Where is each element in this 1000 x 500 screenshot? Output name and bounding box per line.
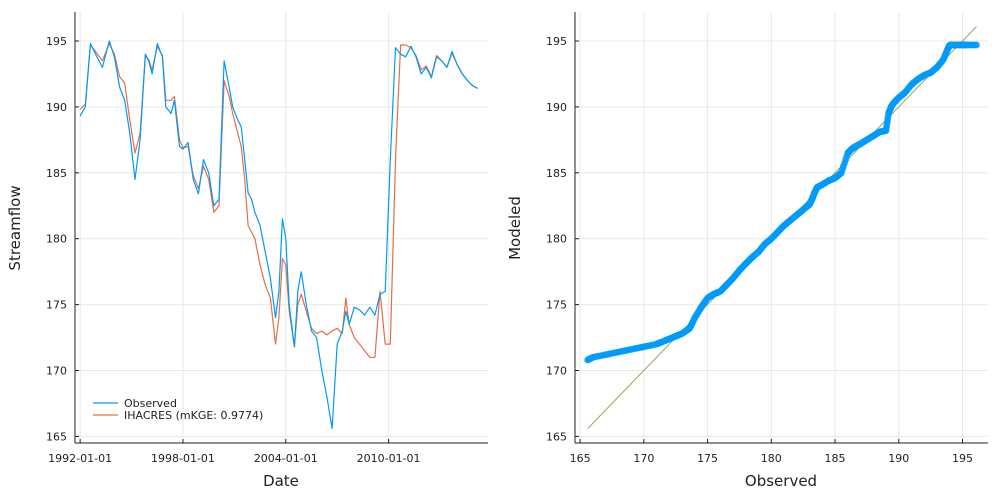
- scatter-x-tick-label: 170: [633, 452, 654, 465]
- scatter-grid: [575, 12, 988, 443]
- timeseries-y-tick-label: 185: [46, 167, 67, 180]
- timeseries-x-tick-label: 1992-01-01: [48, 452, 112, 465]
- scatter-x-tick-label: 190: [888, 452, 909, 465]
- observed-line: [79, 40, 478, 430]
- scatter-panel: 165 170 175 180 185 190 195 165 170 175 180 185 190…: [506, 12, 988, 490]
- scatter-y-tick-label: 175: [546, 299, 567, 312]
- timeseries-y-tick-label: 180: [46, 233, 67, 246]
- timeseries-y-tick-label: 170: [46, 365, 67, 378]
- timeseries-x-label: Date: [263, 472, 299, 490]
- timeseries-y-label: Streamflow: [6, 185, 24, 270]
- timeseries-y-tick-label: 165: [46, 430, 67, 443]
- timeseries-x-tick-label: 2004-01-01: [254, 452, 318, 465]
- legend: Observed IHACRES (mKGE: 0.9774): [93, 397, 263, 422]
- timeseries-lines: [79, 40, 478, 430]
- scatter-y-tick-label: 185: [546, 167, 567, 180]
- timeseries-x-tick-label: 1998-01-01: [151, 452, 215, 465]
- scatter-y-tick-label: 170: [546, 365, 567, 378]
- timeseries-y-ticks: 165 170 175 180 185 190 195: [46, 35, 79, 443]
- timeseries-y-tick-label: 195: [46, 35, 67, 48]
- scatter-x-tick-label: 185: [825, 452, 846, 465]
- timeseries-y-tick-label: 190: [46, 101, 67, 114]
- timeseries-x-ticks: 1992-01-01 1998-01-01 2004-01-01 2010-01-01: [48, 439, 421, 465]
- scatter-y-tick-label: 195: [546, 35, 567, 48]
- scatter-y-tick-label: 190: [546, 101, 567, 114]
- modeled-line: [79, 42, 478, 358]
- timeseries-panel: 1992-01-01 1998-01-01 2004-01-01 2010-01-01…: [6, 12, 488, 490]
- scatter-x-tick-label: 180: [761, 452, 782, 465]
- scatter-points: [584, 41, 980, 364]
- timeseries-y-tick-label: 175: [46, 299, 67, 312]
- scatter-y-label: Modeled: [506, 196, 524, 260]
- scatter-x-tick-label: 175: [697, 452, 718, 465]
- scatter-y-tick-label: 180: [546, 233, 567, 246]
- legend-label-modeled: IHACRES (mKGE: 0.9774): [124, 409, 263, 422]
- scatter-x-label: Observed: [745, 472, 817, 490]
- scatter-x-tick-label: 195: [952, 452, 973, 465]
- scatter-y-ticks: 165 170 175 180 185 190 195: [546, 35, 579, 443]
- scatter-point: [973, 41, 980, 49]
- legend-label-observed: Observed: [124, 397, 177, 410]
- scatter-y-tick-label: 165: [546, 430, 567, 443]
- scatter-x-ticks: 165 170 175 180 185 190 195: [570, 439, 973, 465]
- scatter-x-tick-label: 165: [570, 452, 591, 465]
- timeseries-grid: [75, 12, 488, 443]
- timeseries-x-tick-label: 2010-01-01: [357, 452, 421, 465]
